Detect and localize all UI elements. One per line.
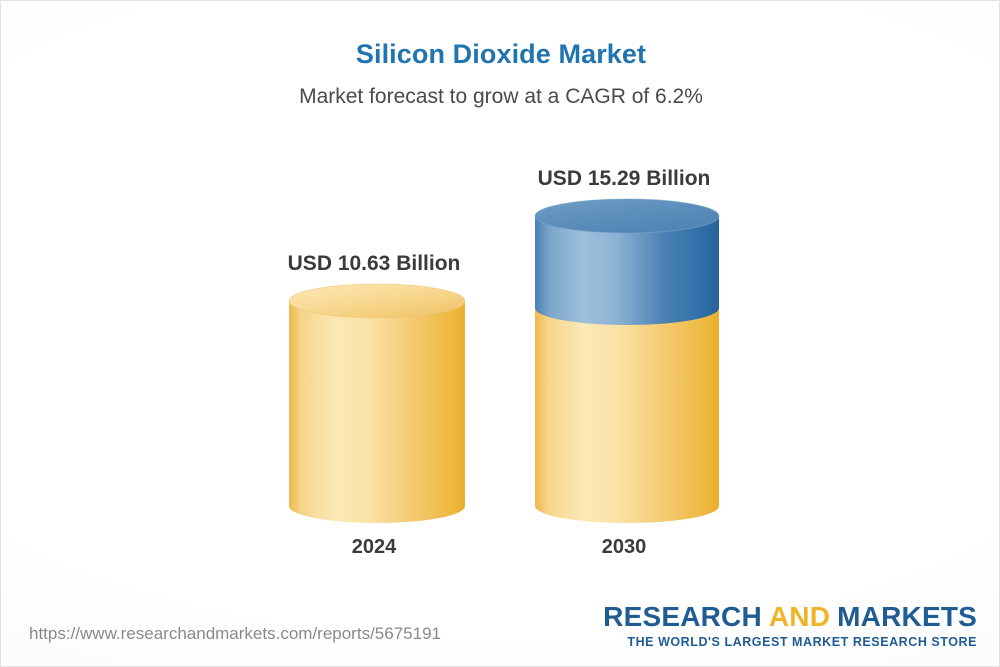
logo-word-research: RESEARCH — [603, 601, 762, 632]
category-label-2024: 2024 — [351, 536, 397, 558]
research-and-markets-logo: RESEARCH AND MARKETS THE WORLD'S LARGEST M… — [603, 601, 977, 650]
page-title: Silicon Dioxide Market — [355, 39, 647, 69]
logo-wordmark: RESEARCH AND MARKETS — [603, 601, 977, 633]
plot-area: USD 10.63 Billion USD 15.29 Billion 2024… — [1, 1, 999, 601]
value-label-2024: USD 10.63 Billion — [287, 252, 461, 275]
bar-2030-cylinder — [529, 198, 735, 528]
logo-word-and: AND — [768, 601, 831, 632]
chart-header: Silicon Dioxide Market Market forecast t… — [1, 37, 999, 111]
report-url[interactable]: https://www.researchandmarkets.com/repor… — [29, 624, 441, 643]
value-label-2030: USD 15.29 Billion — [537, 167, 711, 190]
bar-2024-cylinder — [283, 283, 479, 528]
chart-subtitle: Market forecast to grow at a CAGR of 6.2… — [299, 85, 703, 108]
logo-word-markets: MARKETS — [837, 601, 977, 632]
category-label-2030: 2030 — [601, 536, 647, 558]
logo-tagline: THE WORLD'S LARGEST MARKET RESEARCH STOR… — [627, 635, 977, 649]
